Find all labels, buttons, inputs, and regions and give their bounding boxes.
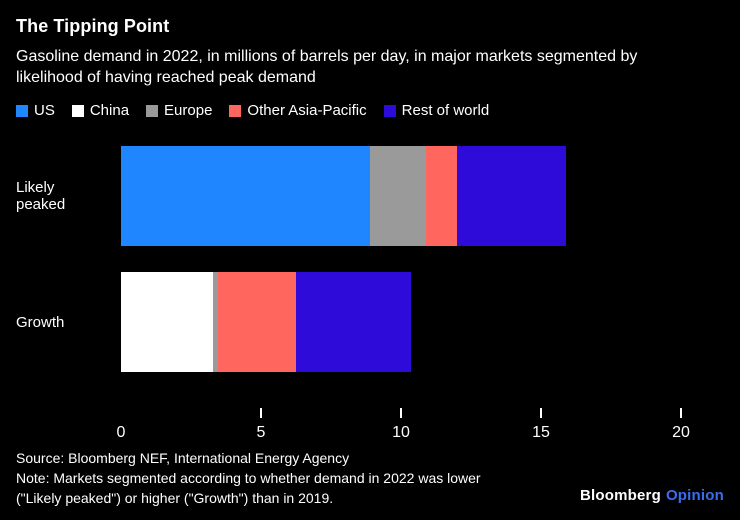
bar-segment-europe [370,146,427,247]
bar-row-likely-peaked: Likely peaked [16,146,724,247]
footnotes: Source: Bloomberg NEF, International Ene… [16,449,486,509]
legend-swatch-other-asia-pacific [229,104,242,117]
bar-segment-china [121,272,214,373]
legend-label: Rest of world [401,102,490,120]
brand-bloomberg: Bloomberg [579,487,661,504]
legend-label: China [89,102,130,120]
legend-swatch-us [16,104,28,117]
bar-segment-us [121,146,371,247]
axis-tick-label: 10 [392,424,410,442]
legend-swatch-europe [146,104,159,117]
note-text: Note: Markets segmented according to whe… [16,469,481,506]
legend-label: Other Asia-Pacific [247,102,367,120]
category-label: Growth [16,313,65,331]
legend-swatch-rest-of-world [383,104,396,117]
legend-label: Europe [164,102,213,120]
legend-item-us: US [16,102,55,119]
source-text: Source: Bloomberg NEF, International Ene… [16,450,350,466]
legend-swatch-china [71,104,84,117]
bar-segment-other-asia-pacific [426,146,457,247]
axis-tick [680,408,682,419]
axis-tick-label: 20 [672,424,690,442]
axis-tick-label: 5 [256,424,266,442]
axis-tick [400,408,402,419]
legend: US China Europe Other Asia-Pacific Rest of w… [16,102,724,119]
x-axis: 0 5 10 15 20 [117,398,690,442]
plot-area: Likely peaked Growth [16,146,724,373]
axis-tick [260,408,262,419]
brand-opinion: Opinion [665,487,724,504]
bar-segment-rest-of-world [456,146,567,247]
stacked-bar [121,272,681,373]
bar-segment-rest-of-world [295,272,411,373]
category-label: Likely peaked [16,179,66,214]
legend-item-rest-of-world: Rest of world [383,102,490,120]
legend-item-china: China [71,102,130,120]
bar-segment-europe [213,272,218,373]
bloomberg-opinion-logo: Bloomberg Opinion [580,487,724,504]
bar-segment-other-asia-pacific [217,272,296,373]
axis-tick [540,408,542,419]
legend-label: US [34,102,55,120]
axis-tick-label: 0 [116,424,126,442]
chart-subtitle: Gasoline demand in 2022, in millions of … [16,48,638,87]
legend-item-other-asia-pacific: Other Asia-Pacific [229,102,367,120]
stacked-bar [121,146,681,247]
bar-row-growth: Growth [16,272,724,373]
legend-item-europe: Europe [146,102,212,119]
chart-title: The Tipping Point [16,16,170,36]
axis-tick-label: 15 [532,424,550,442]
